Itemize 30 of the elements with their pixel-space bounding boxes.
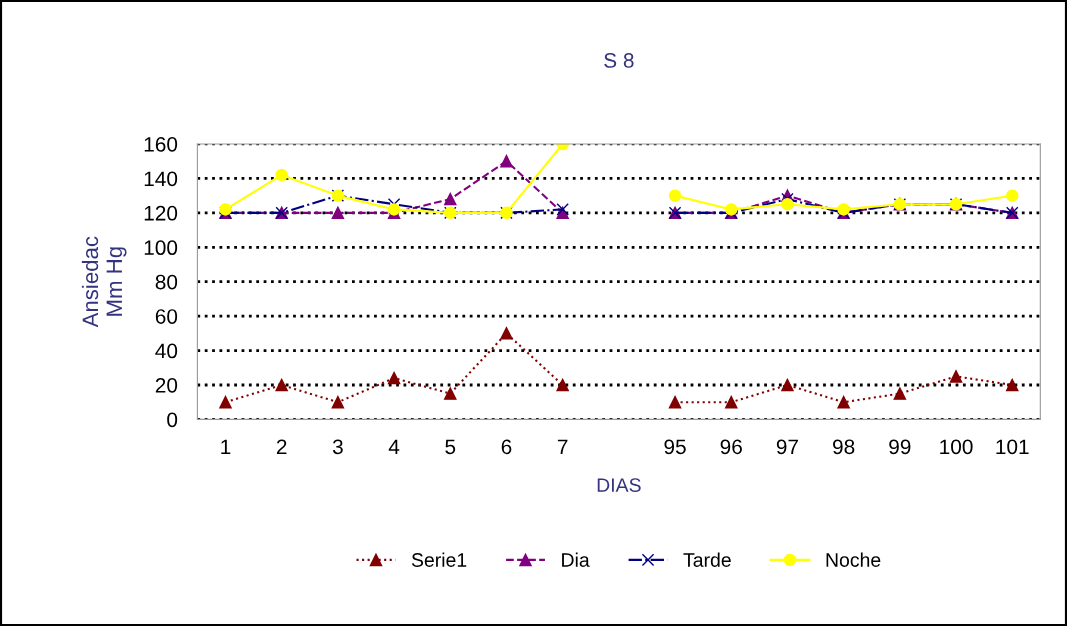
y-tick-label: 100 (144, 240, 178, 256)
x-tick-label: 100 (940, 439, 973, 455)
y-tick-label: 60 (155, 309, 178, 324)
x-tick-label: 7 (557, 439, 568, 454)
x-tick-label: 1 (221, 439, 231, 454)
legend-label: Tarde (683, 552, 731, 567)
x-tick-label: 5 (445, 439, 456, 455)
y-tick-label: 120 (144, 205, 178, 221)
legend-label: Serie1 (411, 552, 467, 567)
x-tick-label: 6 (501, 439, 512, 455)
x-tick-label: 95 (664, 439, 686, 455)
x-tick-label: 99 (889, 439, 911, 455)
x-tick-label: 98 (833, 439, 855, 455)
x-tick-label: 97 (776, 439, 798, 455)
y-axis-title: Ansiedac Mm Hg (81, 236, 127, 328)
y-tick-label: 140 (144, 171, 178, 187)
y-tick-label: 40 (155, 343, 178, 359)
y-tick-label: 20 (155, 377, 178, 393)
chart-title: S 8 (604, 53, 634, 68)
legend-label: Noche (826, 552, 881, 567)
x-axis-title: DIAS (597, 478, 641, 493)
legend-label: Dia (562, 552, 590, 567)
x-tick-label: 4 (388, 439, 400, 454)
x-tick-label: 3 (332, 439, 343, 455)
x-tick-label: 2 (276, 439, 287, 454)
y-tick-label: 80 (155, 274, 178, 290)
x-tick-label: 101 (996, 439, 1029, 455)
x-tick-label: 96 (720, 439, 742, 455)
y-tick-label: 0 (167, 412, 178, 428)
y-tick-label: 160 (144, 136, 178, 152)
